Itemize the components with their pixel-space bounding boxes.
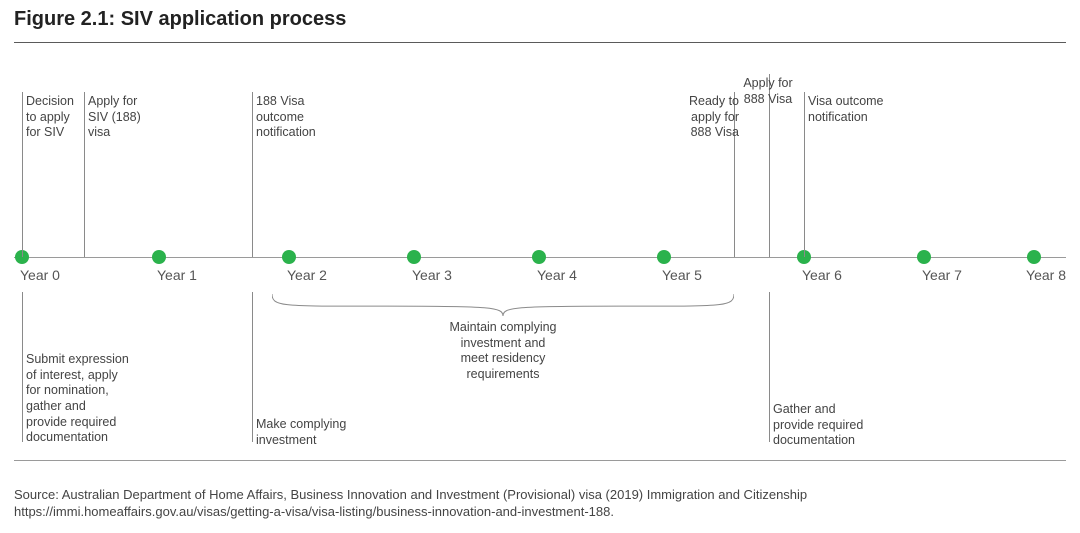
event-line bbox=[252, 92, 253, 257]
event-label: Ready toapply for888 Visa bbox=[674, 94, 739, 141]
event-label: Visa outcomenotification bbox=[808, 94, 908, 125]
event-line bbox=[84, 92, 85, 257]
event-label: Decisionto applyfor SIV bbox=[26, 94, 86, 141]
year-label: Year 2 bbox=[287, 267, 327, 283]
year-label: Year 3 bbox=[412, 267, 452, 283]
year-dot bbox=[407, 250, 421, 264]
year-dot bbox=[282, 250, 296, 264]
event-label: Apply forSIV (188)visa bbox=[88, 94, 158, 141]
event-label: Submit expressionof interest, applyfor n… bbox=[26, 352, 156, 446]
year-dot bbox=[657, 250, 671, 264]
year-label: Year 6 bbox=[802, 267, 842, 283]
timeline: Year 0 Year 1 Year 2 Year 3 Year 4 Year 5 Year… bbox=[14, 42, 1066, 473]
year-label: Year 0 bbox=[20, 267, 60, 283]
year-dot bbox=[917, 250, 931, 264]
figure-title: Figure 2.1: SIV application process bbox=[14, 8, 346, 31]
year-dot bbox=[532, 250, 546, 264]
event-line bbox=[252, 292, 253, 442]
year-label: Year 8 bbox=[1026, 267, 1066, 283]
year-label: Year 4 bbox=[537, 267, 577, 283]
event-label: Apply for888 Visa bbox=[733, 76, 803, 107]
year-label: Year 1 bbox=[157, 267, 197, 283]
year-dot bbox=[152, 250, 166, 264]
event-line bbox=[22, 292, 23, 442]
year-label: Year 7 bbox=[922, 267, 962, 283]
event-label: 188 Visaoutcomenotification bbox=[256, 94, 346, 141]
year-dot bbox=[1027, 250, 1041, 264]
source-rule bbox=[14, 460, 1066, 461]
source-text: Source: Australian Department of Home Af… bbox=[14, 486, 1066, 521]
event-line bbox=[22, 92, 23, 257]
event-label: Make complyinginvestment bbox=[256, 417, 386, 448]
year-label: Year 5 bbox=[662, 267, 702, 283]
event-line bbox=[769, 292, 770, 442]
event-line bbox=[804, 92, 805, 257]
span-label: Maintain complyinginvestment andmeet res… bbox=[423, 320, 583, 383]
event-label: Gather andprovide requireddocumentation bbox=[773, 402, 903, 449]
